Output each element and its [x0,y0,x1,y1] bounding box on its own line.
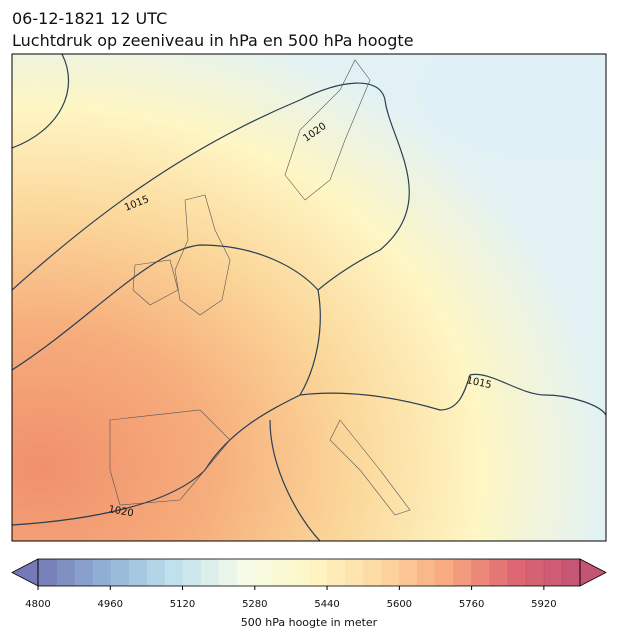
isobar [269,419,321,541]
colorbar-segment [236,559,256,586]
colorbar-segment [272,559,292,586]
colorbar-segment [561,559,581,586]
colorbar-segment [290,559,310,586]
colorbar-segment [399,559,418,586]
colorbar-segment [363,559,382,586]
colorbar-label: 500 hPa hoogte in meter [241,616,378,629]
coastlines [109,59,411,516]
colorbar-tick-label: 5920 [531,599,556,610]
colorbar-segment [345,559,364,586]
colorbar-segment [164,559,184,586]
colorbar-segment [525,559,545,586]
colorbar-segment [110,559,129,586]
isobar [12,289,321,526]
colorbar-segment [146,559,165,586]
italy [329,419,411,516]
colorbar-tick-label: 5760 [459,599,484,610]
colorbar-frame [37,558,581,587]
colorbar-tick-label: 5440 [314,599,339,610]
colorbar-segment [309,559,328,586]
colorbar-extend-low [11,558,39,587]
colorbar-segment [254,559,274,586]
colorbar-segment [453,559,473,586]
colorbar-tick-label: 5600 [387,599,412,610]
colorbar-segment [38,559,57,586]
scandinavia [284,59,371,201]
colorbar-tick-label: 4960 [98,599,123,610]
isobar [299,373,606,416]
colorbar-segment [128,559,147,586]
low-height-area [420,54,606,160]
colorbar-segment [200,559,220,586]
colorbar-segment [507,559,527,586]
colorbar-extend-high [579,558,607,587]
colorbar-segment [327,559,346,586]
colorbar-segment [489,559,509,586]
colorbar-segment [471,559,491,586]
colorbar-tick-label: 5120 [170,599,195,610]
great-britain [174,194,231,316]
colorbar-segment [56,559,75,586]
colorbar-tick-label: 4800 [25,599,50,610]
colorbar-segment [92,559,111,586]
subtitle: Luchtdruk op zeeniveau in hPa en 500 hPa… [12,31,414,50]
isobar [12,54,70,149]
colorbar-segment [417,559,436,586]
colorbar: 4800 4960 5120 5280 5440 5600 5760 5920 [11,558,607,610]
map: 1015 1020 1015 1020 [12,54,606,541]
contour-label: 1020 [107,504,134,519]
colorbar-segment [381,559,400,586]
isobar [12,82,410,371]
colorbar-segment [74,559,93,586]
map-frame [11,53,607,542]
colorbar-tick-label: 5280 [242,599,267,610]
contour-label: 1015 [465,375,492,391]
colorbar-segment [218,559,238,586]
colorbar-segment [543,559,563,586]
iberia [109,409,231,506]
colorbar-segment [435,559,455,586]
title: 06-12-1821 12 UTC [12,9,167,28]
isobars [12,54,606,541]
ireland [132,259,179,306]
colorbar-segment [182,559,202,586]
